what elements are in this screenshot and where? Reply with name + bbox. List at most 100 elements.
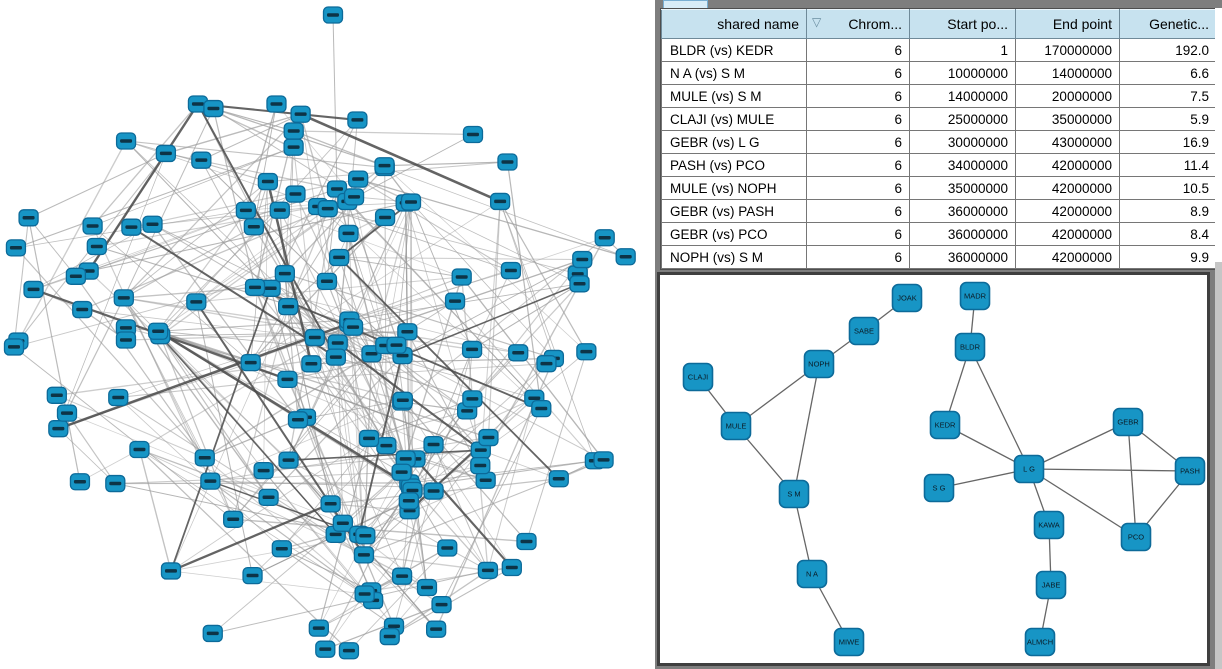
node-shape[interactable] xyxy=(1174,456,1206,486)
table-cell[interactable]: 14000000 xyxy=(909,84,1016,108)
network-node[interactable] xyxy=(489,192,511,211)
table-cell[interactable]: 8.4 xyxy=(1119,222,1217,246)
graph-node-miwe[interactable]: MIWE xyxy=(833,627,865,657)
graph-node-lg[interactable]: L G xyxy=(1013,454,1045,484)
network-node[interactable] xyxy=(594,229,615,247)
network-node[interactable] xyxy=(186,293,207,311)
network-node[interactable] xyxy=(531,399,552,418)
network-node[interactable] xyxy=(548,470,569,488)
table-cell[interactable]: 192.0 xyxy=(1119,38,1217,62)
node-shape[interactable] xyxy=(682,362,714,392)
network-node[interactable] xyxy=(508,344,529,362)
table-cell[interactable]: 9.9 xyxy=(1119,245,1217,269)
node-shape[interactable] xyxy=(1033,510,1065,540)
table-cell[interactable]: 6 xyxy=(806,222,910,246)
graph-edge-LG-PCO[interactable] xyxy=(1028,468,1137,538)
network-node[interactable] xyxy=(379,627,400,646)
network-node[interactable] xyxy=(285,185,306,203)
node-shape[interactable] xyxy=(959,281,991,311)
table-cell[interactable]: 36000000 xyxy=(909,222,1016,246)
network-node[interactable] xyxy=(48,420,69,438)
graph-node-na[interactable]: N A xyxy=(796,559,828,589)
network-node[interactable] xyxy=(287,411,309,429)
table-cell[interactable]: 8.9 xyxy=(1119,199,1217,223)
network-node[interactable] xyxy=(470,456,491,475)
network-node[interactable] xyxy=(475,471,496,489)
graph-edge-BLDR-LG[interactable] xyxy=(969,346,1030,470)
graph-node-mule[interactable]: MULE xyxy=(720,411,752,441)
network-node[interactable] xyxy=(353,546,375,564)
network-node[interactable] xyxy=(391,567,413,585)
network-node[interactable] xyxy=(374,157,395,175)
network-node[interactable] xyxy=(290,105,311,123)
network-node[interactable] xyxy=(121,218,142,236)
column-header-genetic---[interactable]: Genetic... xyxy=(1119,9,1217,39)
table-cell[interactable]: 6 xyxy=(806,199,910,223)
network-node[interactable] xyxy=(65,267,87,285)
network-node[interactable] xyxy=(425,620,447,638)
column-header-end-point[interactable]: End point xyxy=(1015,9,1120,39)
graph-node-claji[interactable]: CLAJI xyxy=(682,362,714,392)
network-node[interactable] xyxy=(437,539,458,557)
node-shape[interactable] xyxy=(848,316,880,346)
table-cell[interactable]: 6 xyxy=(806,176,910,200)
network-node[interactable] xyxy=(155,144,177,163)
network-node[interactable] xyxy=(148,322,169,340)
table-cell[interactable]: 42000000 xyxy=(1015,222,1120,246)
network-node[interactable] xyxy=(342,318,364,336)
network-node[interactable] xyxy=(308,619,329,637)
network-node[interactable] xyxy=(400,193,422,211)
network-node[interactable] xyxy=(301,355,322,373)
network-node[interactable] xyxy=(56,404,78,422)
graph-edge-LG-GEBR[interactable] xyxy=(1028,421,1129,470)
network-node[interactable] xyxy=(244,278,266,297)
table-row[interactable]: N A (vs) S M 6 10000000 14000000 6.6 xyxy=(661,61,1217,85)
table-row[interactable]: CLAJI (vs) MULE 6 25000000 35000000 5.9 xyxy=(661,107,1217,131)
graph-edge-NOPH-SM[interactable] xyxy=(793,363,820,495)
network-node[interactable] xyxy=(374,208,396,227)
edge-table-panel[interactable]: shared name Chrom... ▽ Start po... End point… xyxy=(660,8,1217,270)
table-cell[interactable]: MULE (vs) S M xyxy=(661,84,807,108)
network-node[interactable] xyxy=(115,331,137,349)
node-shape[interactable] xyxy=(720,411,752,441)
network-node[interactable] xyxy=(257,172,279,191)
table-cell[interactable]: PASH (vs) PCO xyxy=(661,153,807,177)
network-node[interactable] xyxy=(431,595,452,614)
table-cell[interactable]: 6 xyxy=(806,84,910,108)
graph-node-noph[interactable]: NOPH xyxy=(803,349,835,379)
network-node[interactable] xyxy=(274,265,295,283)
network-node[interactable] xyxy=(451,268,472,286)
network-node[interactable] xyxy=(343,188,365,206)
network-node[interactable] xyxy=(108,388,129,407)
graph-node-pash[interactable]: PASH xyxy=(1174,456,1206,486)
table-row[interactable]: GEBR (vs) PCO 6 36000000 42000000 8.4 xyxy=(661,222,1217,246)
network-node[interactable] xyxy=(386,336,407,354)
network-node[interactable] xyxy=(423,482,444,500)
table-cell[interactable]: 6.6 xyxy=(1119,61,1217,85)
network-node[interactable] xyxy=(187,95,209,113)
column-header-start-po---[interactable]: Start po... xyxy=(909,9,1016,39)
table-row[interactable]: GEBR (vs) L G 6 30000000 43000000 16.9 xyxy=(661,130,1217,154)
table-cell[interactable]: GEBR (vs) PASH xyxy=(661,199,807,223)
network-node[interactable] xyxy=(202,624,223,643)
network-node[interactable] xyxy=(194,449,215,467)
network-node[interactable] xyxy=(223,510,244,528)
network-node[interactable] xyxy=(283,122,304,140)
network-node[interactable] xyxy=(355,527,376,545)
node-shape[interactable] xyxy=(1035,570,1067,600)
graph-node-bldr[interactable]: BLDR xyxy=(954,332,986,362)
network-node[interactable] xyxy=(316,272,338,291)
graph-node-kedr[interactable]: KEDR xyxy=(929,410,961,440)
network-node[interactable] xyxy=(392,391,413,409)
table-cell[interactable]: 42000000 xyxy=(1015,176,1120,200)
network-node[interactable] xyxy=(358,429,380,448)
table-row[interactable]: PASH (vs) PCO 6 34000000 42000000 11.4 xyxy=(661,153,1217,177)
network-node[interactable] xyxy=(376,437,397,455)
table-cell[interactable]: 42000000 xyxy=(1015,153,1120,177)
table-cell[interactable]: NOPH (vs) S M xyxy=(661,245,807,269)
table-cell[interactable]: GEBR (vs) PCO xyxy=(661,222,807,246)
table-row[interactable]: NOPH (vs) S M 6 36000000 42000000 9.9 xyxy=(661,245,1217,269)
node-shape[interactable] xyxy=(1013,454,1045,484)
graph-edge-GEBR-PCO[interactable] xyxy=(1127,421,1137,538)
network-node[interactable] xyxy=(115,132,137,150)
